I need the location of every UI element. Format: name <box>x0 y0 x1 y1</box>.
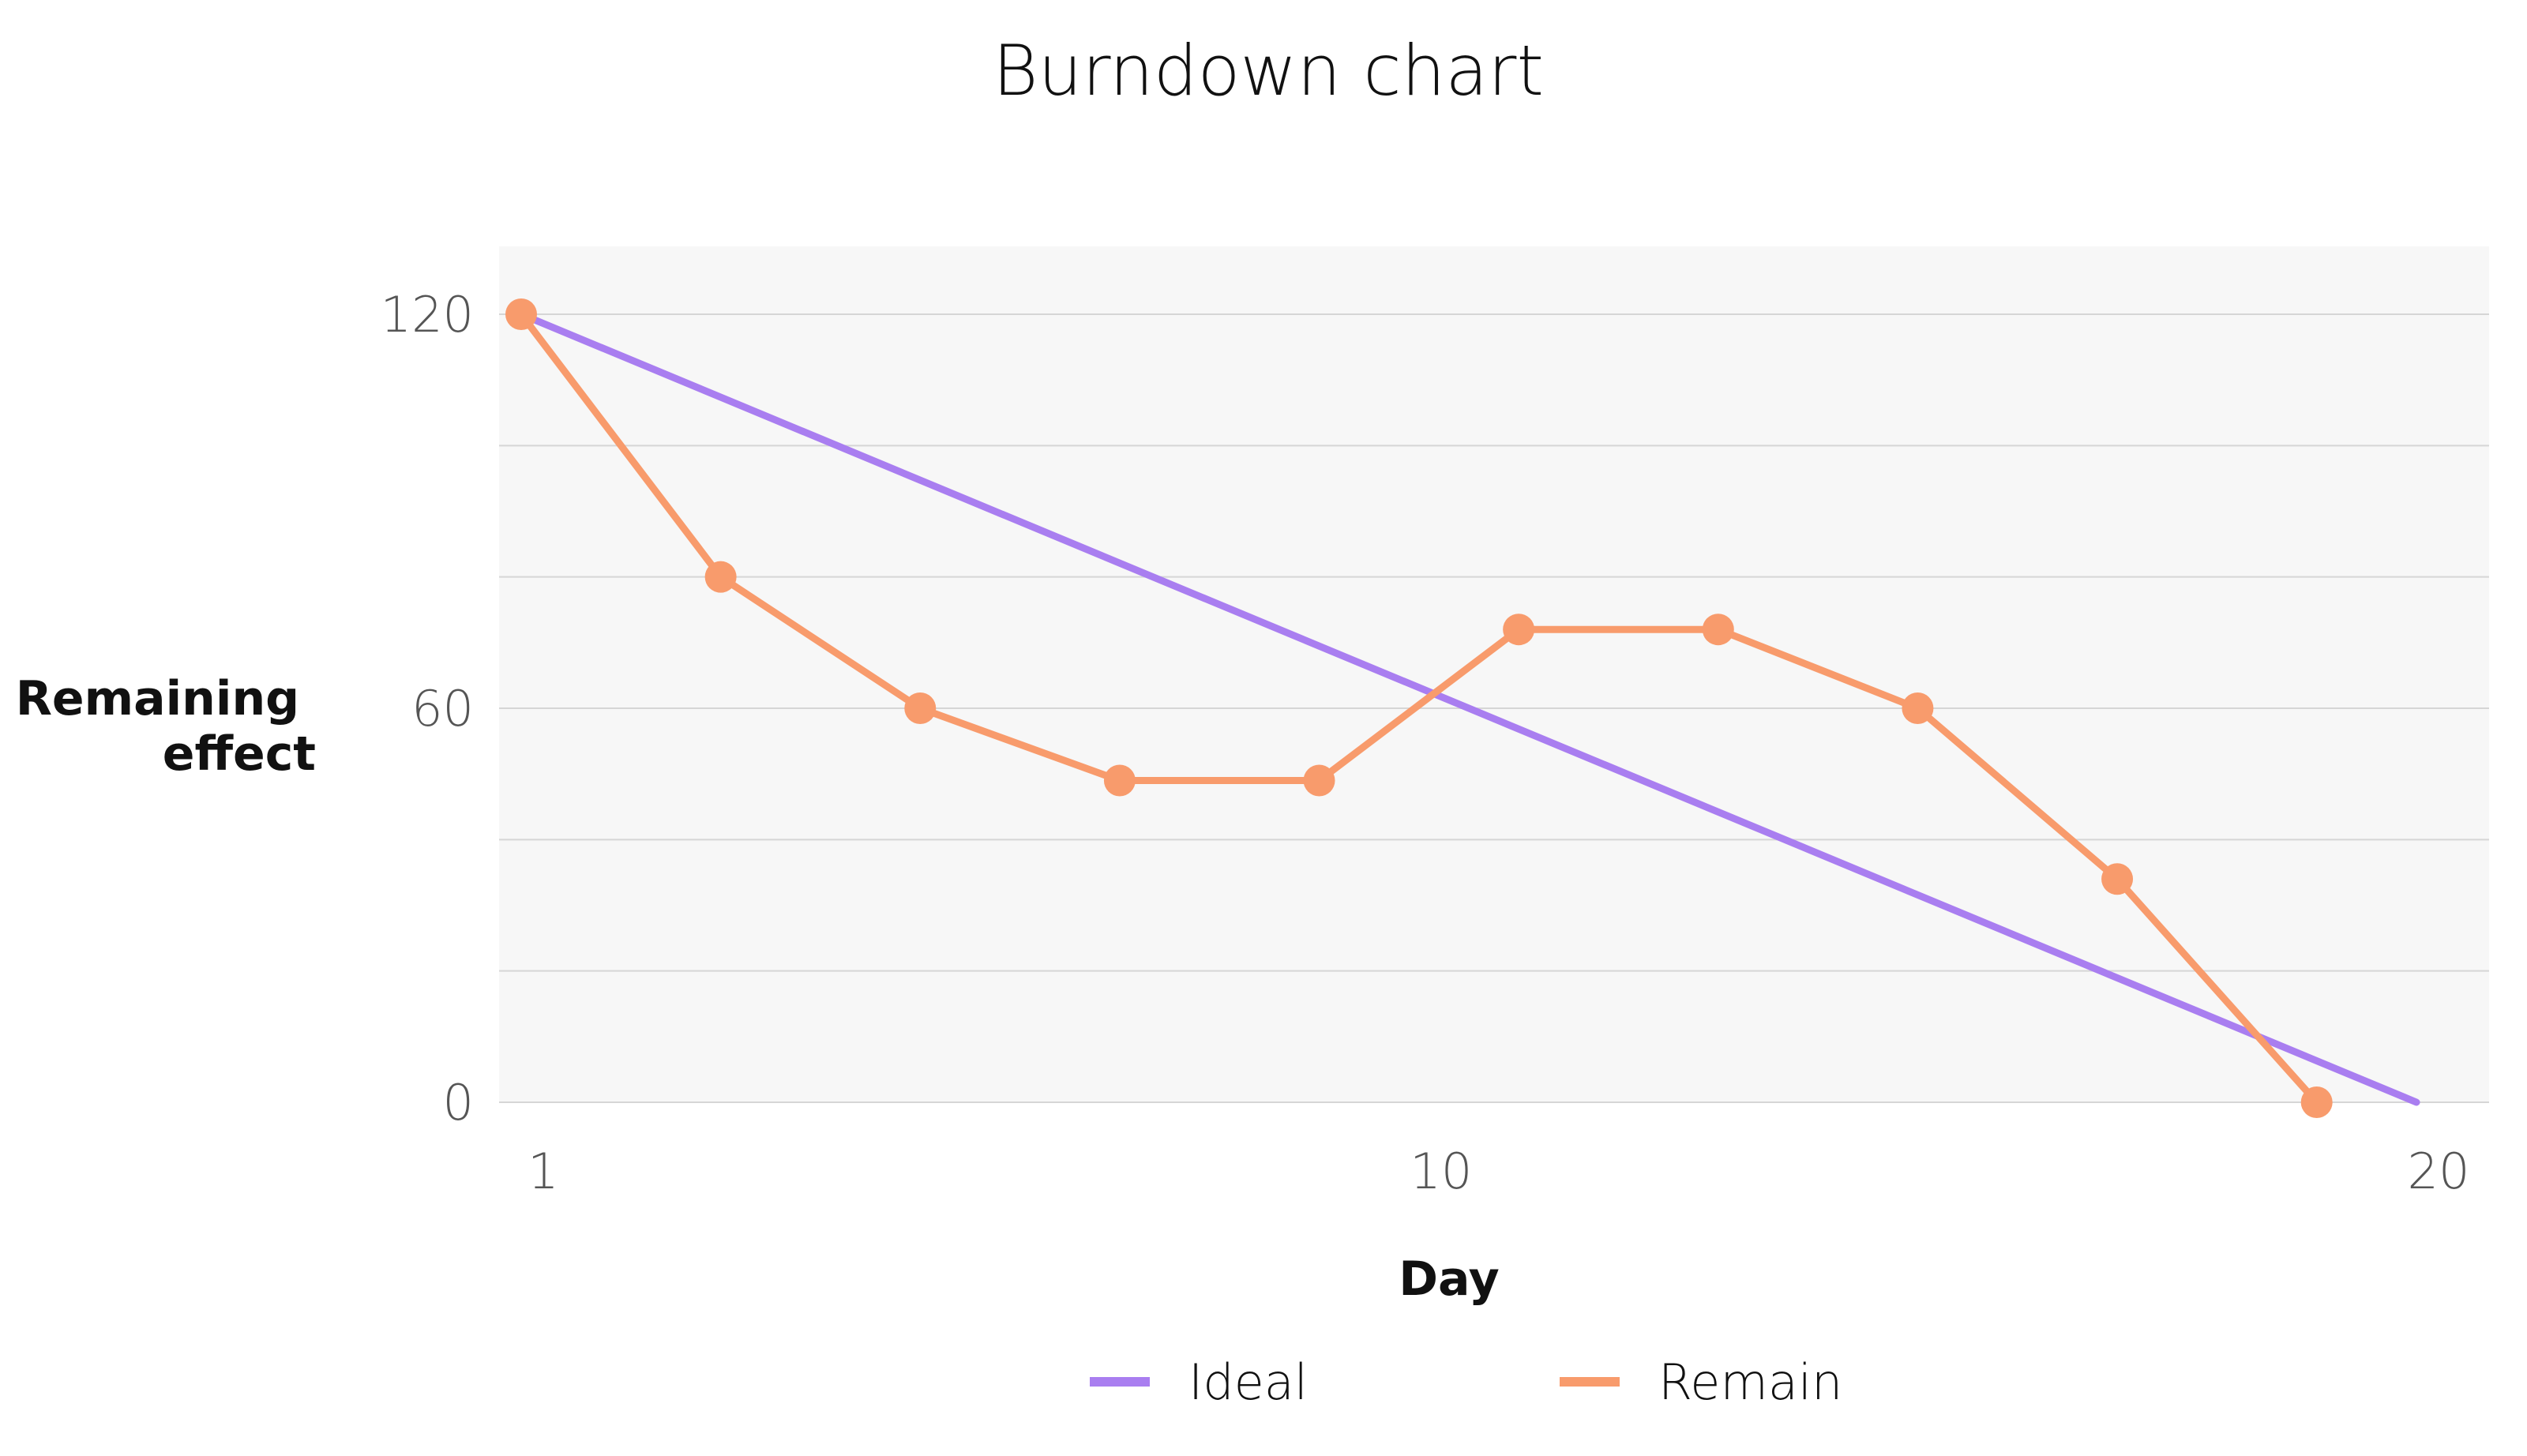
x-axis-ticks: 1 10 20 <box>528 1143 2469 1200</box>
data-point-remain[interactable] <box>2300 1086 2333 1118</box>
data-point-remain[interactable] <box>904 692 937 724</box>
x-tick-label: 20 <box>2408 1143 2470 1200</box>
y-tick-label: 120 <box>381 286 474 343</box>
x-tick-label: 1 <box>528 1143 558 1200</box>
legend-label-ideal: Ideal <box>1188 1353 1308 1411</box>
data-point-remain[interactable] <box>1503 614 1535 646</box>
x-tick-label: 10 <box>1410 1143 1472 1200</box>
data-point-remain[interactable] <box>1103 764 1136 797</box>
plot-area <box>499 246 2489 1102</box>
data-point-remain[interactable] <box>2101 863 2134 895</box>
chart-title: Burndown chart <box>993 30 1544 111</box>
y-axis-title: Remaining effect <box>16 671 316 782</box>
series-line-ideal <box>517 310 2420 1106</box>
series-line-remain <box>517 310 2321 1106</box>
y-axis-title-line-1: Remaining <box>16 671 299 726</box>
data-point-remain[interactable] <box>1902 692 1934 724</box>
series-layer <box>505 298 2420 1118</box>
legend-label-remain: Remain <box>1658 1353 1842 1411</box>
legend: Ideal Remain <box>1090 1353 1842 1411</box>
y-tick-label: 0 <box>443 1074 474 1131</box>
data-point-remain[interactable] <box>704 561 737 593</box>
data-point-remain[interactable] <box>1702 614 1734 646</box>
data-point-remain[interactable] <box>1303 764 1335 797</box>
x-axis-title: Day <box>1399 1251 1500 1307</box>
y-tick-label: 60 <box>411 680 474 737</box>
y-axis-ticks: 0 60 120 <box>381 286 474 1131</box>
data-point-remain[interactable] <box>505 298 537 330</box>
y-axis-title-line-2: effect <box>163 726 316 782</box>
